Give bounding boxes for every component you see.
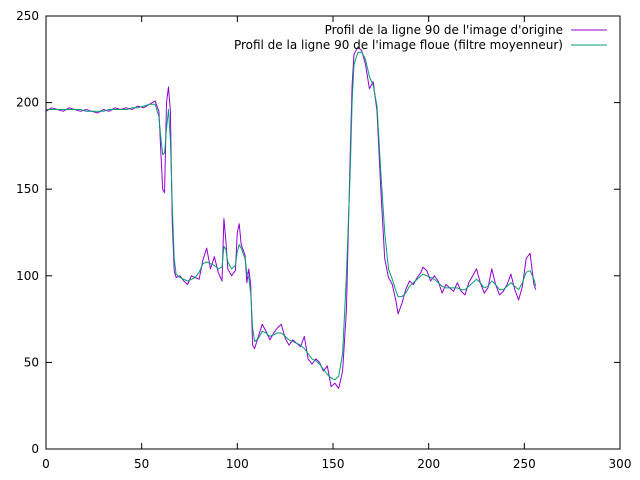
- y-tick-label: 250: [16, 9, 39, 23]
- y-tick-label: 100: [16, 269, 39, 283]
- x-tick-label: 200: [417, 457, 440, 471]
- y-tick-label: 150: [16, 182, 39, 196]
- x-tick-label: 100: [226, 457, 249, 471]
- x-tick-label: 50: [134, 457, 149, 471]
- y-tick-label: 50: [24, 355, 39, 369]
- series-line-1: [45, 46, 537, 389]
- x-tick-label: 300: [609, 457, 632, 471]
- y-tick-label: 200: [16, 96, 39, 110]
- x-tick-label: 250: [513, 457, 536, 471]
- x-tick-label: 150: [322, 457, 345, 471]
- ticks-layer: 0 50 100 150 200 250 300 0 50 100 150 200 250: [16, 9, 631, 471]
- y-tick-label: 0: [31, 442, 39, 456]
- x-tick-label: 0: [42, 457, 50, 471]
- series-layer: [45, 46, 537, 389]
- plot-frame: [45, 15, 621, 450]
- legend-label-2: Profil de la ligne 90 de l'image floue (…: [234, 38, 563, 52]
- legend-label-1: Profil de la ligne 90 de l'image d'origi…: [325, 23, 563, 37]
- series-line-2: [46, 51, 537, 381]
- legend: Profil de la ligne 90 de l'image d'origi…: [234, 23, 607, 52]
